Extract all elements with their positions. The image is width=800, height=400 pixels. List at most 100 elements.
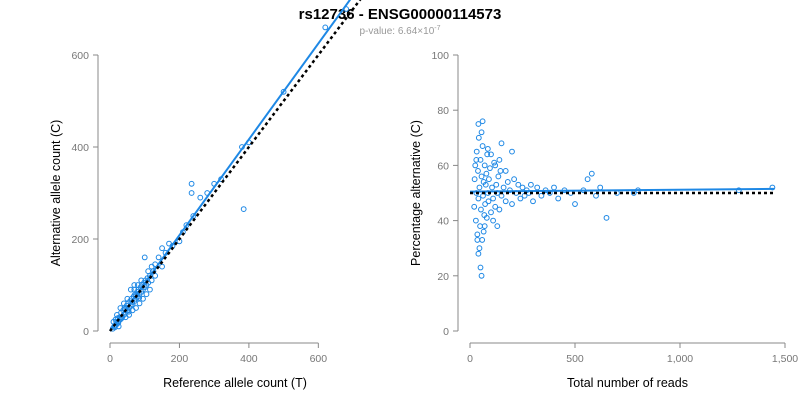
data-point bbox=[476, 184, 483, 191]
data-point bbox=[489, 184, 495, 191]
data-point bbox=[473, 148, 480, 155]
data-point bbox=[125, 308, 132, 315]
data-point bbox=[504, 179, 511, 185]
data-point bbox=[159, 263, 165, 270]
data-point bbox=[735, 187, 742, 194]
data-point bbox=[127, 286, 134, 293]
x-tick-label: 400 bbox=[240, 353, 258, 365]
data-point bbox=[551, 184, 557, 191]
chart-subtitle: p-value: 6.64×10-7 bbox=[359, 25, 440, 37]
x-tick-label: 600 bbox=[310, 353, 328, 365]
data-point bbox=[482, 181, 489, 188]
data-point bbox=[159, 245, 165, 252]
data-point bbox=[597, 184, 604, 191]
data-point bbox=[472, 162, 479, 169]
x-tick-label: 200 bbox=[171, 353, 189, 365]
chart-title: rs12736 - ENSG00000114573 bbox=[299, 6, 502, 23]
data-point bbox=[133, 305, 139, 311]
data-point bbox=[280, 88, 287, 95]
data-point bbox=[511, 176, 517, 183]
data-point bbox=[495, 173, 502, 180]
data-point bbox=[183, 222, 190, 229]
data-point bbox=[491, 159, 498, 166]
y-tick-label: 0 bbox=[83, 326, 89, 338]
data-point bbox=[148, 277, 155, 284]
y-axis-label: Alternative allele count (C) bbox=[49, 120, 63, 267]
data-point bbox=[494, 223, 501, 230]
data-point bbox=[483, 170, 490, 177]
data-point bbox=[500, 184, 507, 191]
data-point bbox=[478, 173, 485, 180]
data-point bbox=[479, 237, 486, 243]
data-point bbox=[486, 176, 492, 183]
data-point bbox=[474, 231, 481, 238]
data-point bbox=[166, 240, 172, 247]
data-point bbox=[769, 184, 776, 191]
data-point bbox=[572, 201, 578, 207]
data-point bbox=[477, 264, 484, 271]
data-point bbox=[519, 184, 526, 191]
data-point bbox=[492, 162, 499, 169]
data-point bbox=[517, 195, 524, 202]
data-point bbox=[588, 170, 595, 177]
data-point bbox=[477, 156, 484, 163]
data-point bbox=[534, 184, 541, 191]
data-point bbox=[490, 217, 497, 224]
data-point bbox=[472, 217, 479, 224]
data-point bbox=[145, 268, 152, 275]
data-point bbox=[584, 176, 591, 183]
data-point bbox=[496, 156, 503, 163]
p-value-text: p-value: 6.64×10 bbox=[359, 26, 434, 37]
data-point bbox=[490, 195, 497, 202]
regression-line bbox=[469, 187, 775, 193]
data-point bbox=[488, 151, 494, 158]
data-point bbox=[498, 140, 505, 147]
data-point bbox=[502, 198, 509, 205]
x-axis-label: Total number of reads bbox=[567, 376, 688, 390]
reference-line bbox=[109, 0, 362, 332]
data-point bbox=[509, 201, 515, 207]
data-point bbox=[134, 282, 141, 288]
data-point bbox=[475, 168, 481, 174]
data-point bbox=[528, 181, 534, 188]
data-point bbox=[141, 254, 148, 261]
y-tick-label: 200 bbox=[71, 234, 89, 246]
x-tick-label: 1,000 bbox=[667, 353, 693, 365]
y-tick-label: 400 bbox=[71, 142, 89, 154]
data-point bbox=[143, 291, 150, 298]
data-point bbox=[120, 300, 127, 307]
data-point bbox=[555, 195, 562, 202]
data-point bbox=[509, 148, 515, 155]
data-point bbox=[136, 294, 143, 301]
data-point bbox=[138, 277, 145, 284]
data-point bbox=[147, 286, 153, 293]
y-axis-label: Percentage alternative (C) bbox=[409, 120, 423, 266]
data-point bbox=[492, 203, 499, 210]
data-point bbox=[471, 203, 478, 210]
data-point bbox=[188, 190, 195, 196]
data-point bbox=[474, 237, 481, 243]
data-point bbox=[603, 214, 610, 221]
data-point bbox=[477, 223, 483, 230]
data-point bbox=[530, 198, 536, 205]
data-point bbox=[475, 250, 482, 257]
data-point bbox=[240, 206, 247, 213]
data-point bbox=[197, 194, 204, 201]
data-point bbox=[124, 295, 131, 302]
data-point bbox=[155, 254, 162, 261]
data-point bbox=[478, 272, 485, 279]
data-point bbox=[126, 312, 132, 318]
data-point bbox=[483, 214, 490, 221]
y-tick-label: 100 bbox=[431, 50, 449, 62]
data-point bbox=[497, 168, 504, 174]
x-tick-label: 500 bbox=[566, 353, 584, 365]
data-point bbox=[322, 24, 329, 31]
x-tick-label: 1,500 bbox=[772, 353, 798, 365]
data-point bbox=[538, 192, 545, 199]
data-point bbox=[148, 263, 155, 270]
data-point bbox=[475, 134, 482, 141]
data-point bbox=[478, 129, 485, 136]
data-point bbox=[493, 181, 500, 188]
data-point bbox=[152, 272, 159, 279]
